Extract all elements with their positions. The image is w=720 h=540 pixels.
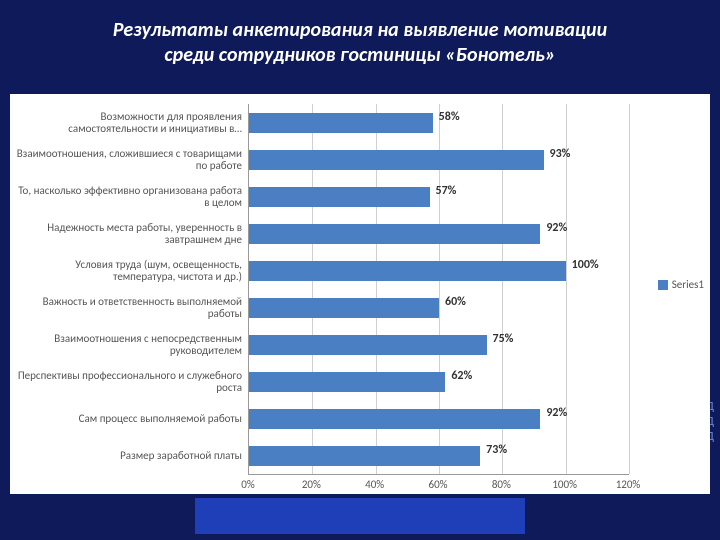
x-tick-label: 60% [428,478,447,491]
category-label: Сам процесс выполняемой работы [14,400,242,437]
chart-row: 58% [249,104,629,141]
title-line-1: Результаты анкетирования на выявление мо… [113,18,607,42]
chart-row: 93% [249,141,629,178]
x-tick-label: 100% [552,478,577,491]
bar-value-label: 73% [486,443,507,457]
x-tick-label: 40% [365,478,384,491]
bar [249,224,540,244]
chart-row: 92% [249,400,629,437]
category-label: Взаимоотношения, сложившиеся с товарищам… [14,141,242,178]
bar [249,187,430,207]
category-label: Перспективы профессионального и служебно… [14,363,242,400]
bar [249,372,445,392]
bar [249,298,439,318]
chart-row: 57% [249,178,629,215]
x-tick-label: 20% [302,478,321,491]
x-tick-label: 120% [616,478,641,491]
category-label: Условия труда (шум, освещенность, темпер… [14,252,242,289]
bar [249,113,433,133]
chart-legend: Series1 [658,278,704,291]
gridline [629,104,630,474]
slide-title: Результаты анкетирования на выявление мо… [0,0,720,76]
bar-value-label: 92% [546,406,567,420]
x-tick-label: 80% [492,478,511,491]
bar [249,409,540,429]
bottom-accent-bar [195,498,525,534]
bar [249,335,487,355]
chart-row: 73% [249,437,629,474]
bar [249,261,566,281]
category-label: Надежность места работы, уверенность в з… [14,215,242,252]
chart-row: 92% [249,215,629,252]
chart-panel: 58%93%57%92%100%60%75%62%92%73% Series1 … [10,94,710,494]
category-label: Размер заработной платы [14,437,242,474]
category-label: Возможности для проявления самостоятельн… [14,104,242,141]
bar-value-label: 100% [572,258,599,272]
bar [249,446,480,466]
bar-value-label: 75% [493,332,514,346]
title-line-2: среди сотрудников гостиницы «Бонотель» [164,43,555,67]
chart-row: 75% [249,326,629,363]
plot-area: 58% 93% 57% 92% 100% 60% 75% 62% 92% 73% [248,104,629,475]
bar-value-label: 58% [439,110,460,124]
legend-swatch [658,280,668,290]
category-label: Важность и ответственность выполняемой р… [14,289,242,326]
bar-value-label: 62% [451,369,472,383]
category-label: То, насколько эффективно организована ра… [14,178,242,215]
chart-row: 60% [249,289,629,326]
chart-row: 62% [249,363,629,400]
bar-value-label: 92% [546,221,567,235]
category-label: Взаимоотношения с непосредственным руков… [14,326,242,363]
bar-value-label: 57% [436,184,457,198]
x-tick-label: 0% [241,478,254,491]
bar-value-label: 60% [445,295,466,309]
chart-row: 100% [249,252,629,289]
bar [249,150,544,170]
bar-value-label: 93% [550,147,571,161]
legend-label: Series1 [672,278,704,291]
